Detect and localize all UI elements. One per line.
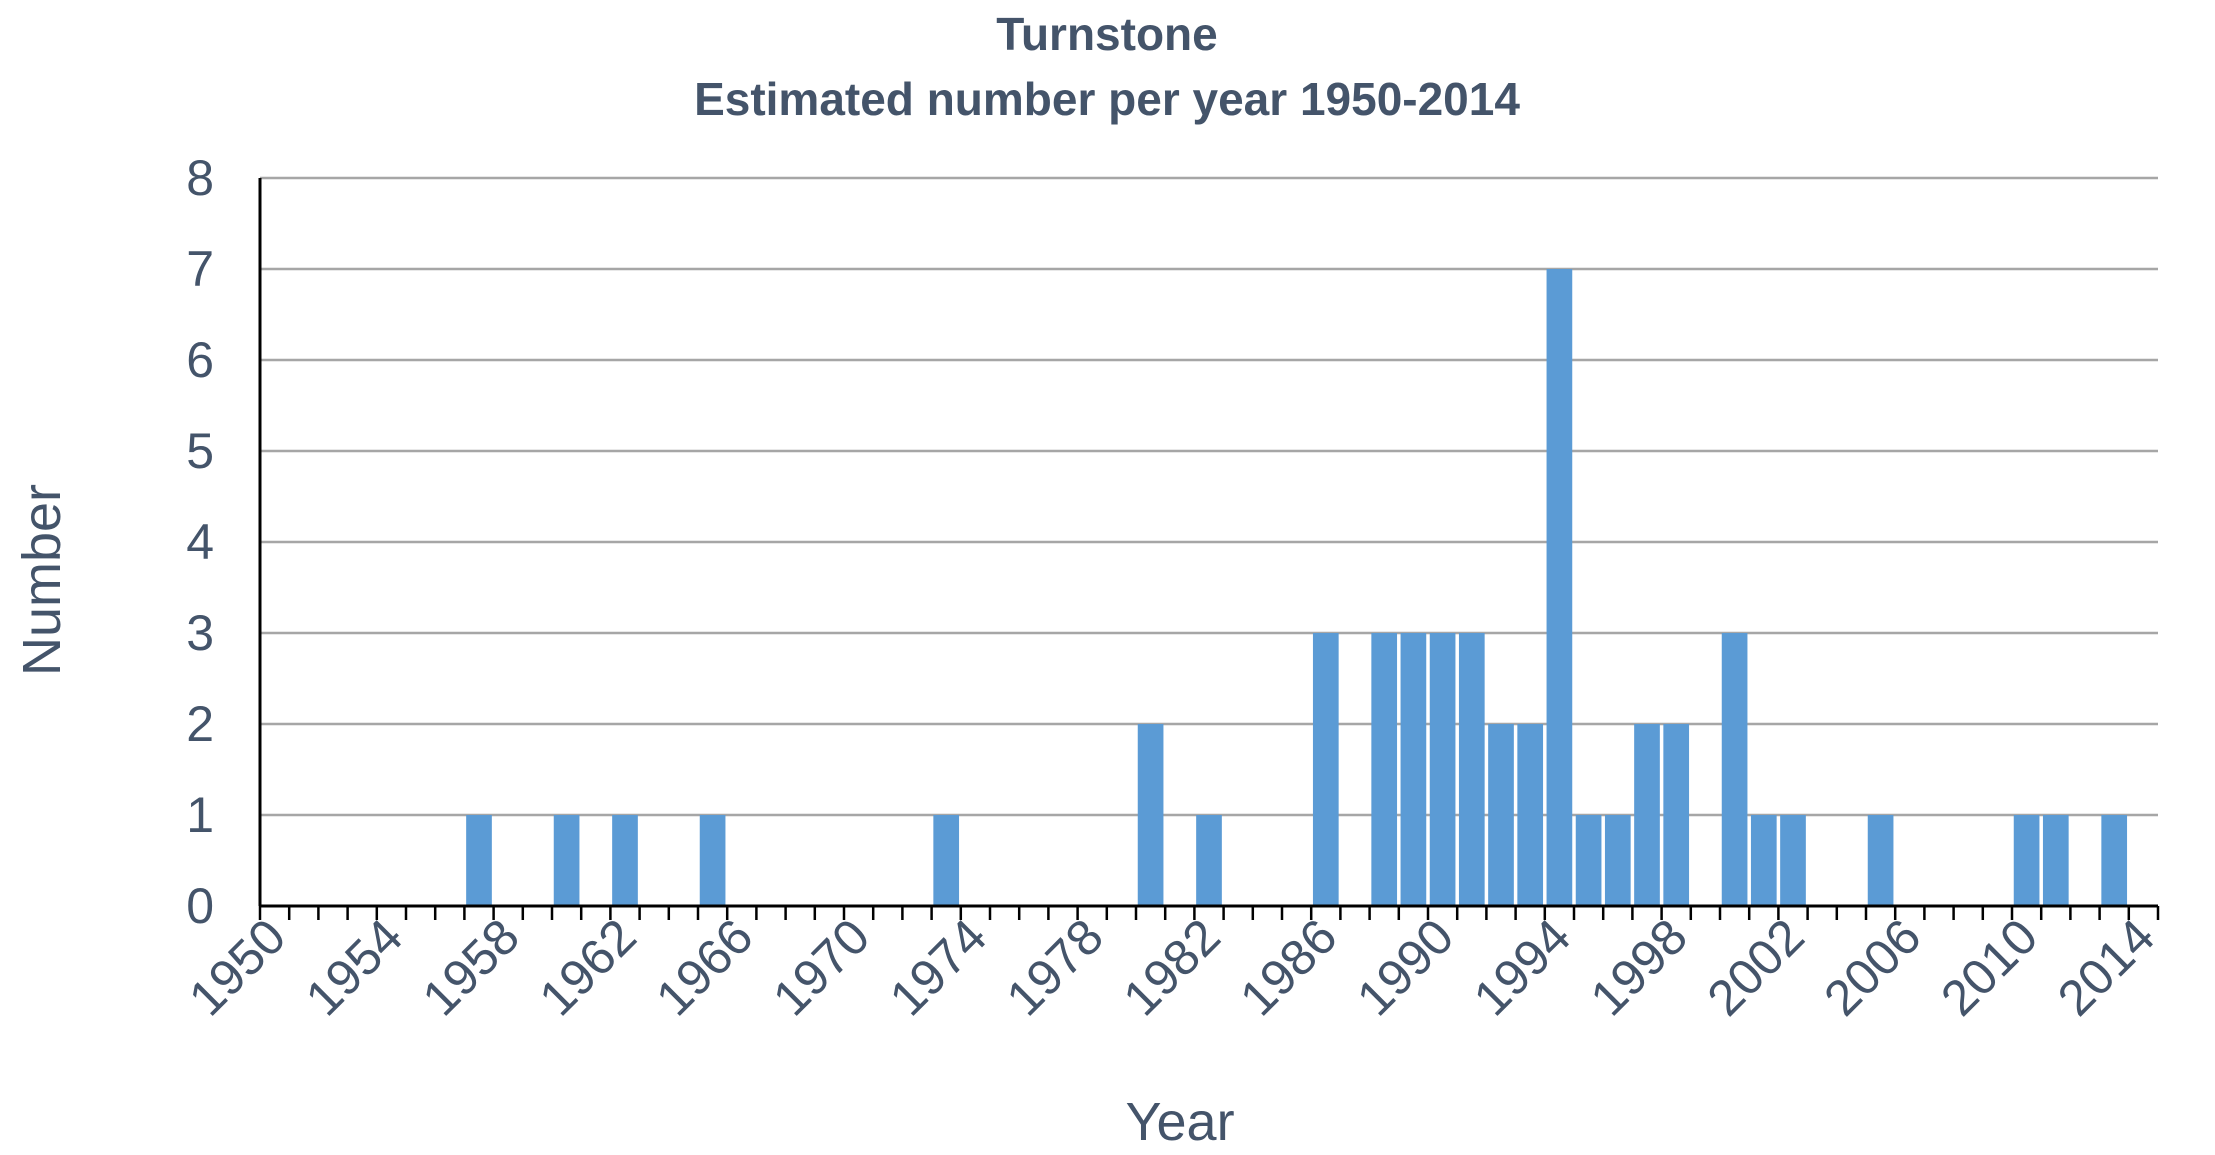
- y-tick-label: 3: [186, 605, 214, 661]
- bar: [1137, 724, 1164, 906]
- x-tick-label: 1958: [412, 908, 530, 1026]
- chart-subtitle: Estimated number per year 1950-2014: [694, 73, 1520, 125]
- bar: [1312, 633, 1339, 906]
- x-axis-label: Year: [1125, 1092, 1234, 1152]
- x-tick-label: 1962: [529, 908, 647, 1026]
- bar: [466, 815, 492, 906]
- bar: [1634, 724, 1660, 906]
- x-tick-label: 1978: [996, 908, 1114, 1026]
- x-tick-label: 1994: [1463, 908, 1581, 1026]
- bar: [612, 815, 638, 906]
- x-tick-label: 1970: [762, 908, 880, 1026]
- x-tick-label: 2010: [1930, 908, 2048, 1026]
- bars: [466, 269, 2128, 906]
- y-tick-label: 1: [186, 787, 214, 843]
- bar: [1429, 633, 1456, 906]
- y-tick-label: 8: [186, 150, 214, 206]
- bar: [1400, 633, 1427, 906]
- x-tick-label: 2006: [1813, 908, 1931, 1026]
- bar: [1517, 724, 1544, 906]
- y-tick-label: 6: [186, 332, 214, 388]
- bar: [2013, 815, 2040, 906]
- bar: [1546, 269, 1573, 906]
- chart-title: Turnstone: [996, 8, 1217, 60]
- bar: [2101, 815, 2128, 906]
- bar: [1780, 815, 1806, 906]
- y-tick-label: 4: [186, 514, 214, 570]
- y-tick-labels: 0 1 2 3 4 5 6 7 8: [186, 150, 214, 934]
- bar: [1488, 724, 1514, 906]
- x-tick-label: 1966: [645, 908, 763, 1026]
- bar: [553, 815, 580, 906]
- bar: [2042, 815, 2069, 906]
- bar: [933, 815, 960, 906]
- x-tick-label: 1974: [879, 908, 997, 1026]
- x-tick-label: 1990: [1346, 908, 1464, 1026]
- bar: [1458, 633, 1485, 906]
- x-tick-label: 1998: [1580, 908, 1698, 1026]
- bar: [1371, 633, 1398, 906]
- x-tick-label: 1986: [1229, 908, 1347, 1026]
- bar: [1721, 633, 1748, 906]
- x-tick-label: 2002: [1697, 908, 1815, 1026]
- bar: [1196, 815, 1222, 906]
- bar: [1575, 815, 1602, 906]
- y-axis-label: Number: [12, 484, 72, 676]
- x-tick-labels: 1950195419581962196619701974197819821986…: [178, 908, 2165, 1026]
- x-tick-label: 2014: [2047, 908, 2165, 1026]
- gridlines: [260, 176, 2158, 817]
- y-tick-label: 5: [186, 423, 214, 479]
- bar: [1867, 815, 1894, 906]
- x-tick-label: 1954: [295, 908, 413, 1026]
- x-tick-label: 1982: [1113, 908, 1231, 1026]
- y-tick-label: 7: [186, 241, 214, 297]
- bar: [1604, 815, 1631, 906]
- bar: [1663, 724, 1690, 906]
- bar: [1750, 815, 1777, 906]
- y-tick-label: 0: [186, 878, 214, 934]
- y-tick-label: 2: [186, 696, 214, 752]
- bar: [699, 815, 726, 906]
- axes: [258, 178, 2160, 920]
